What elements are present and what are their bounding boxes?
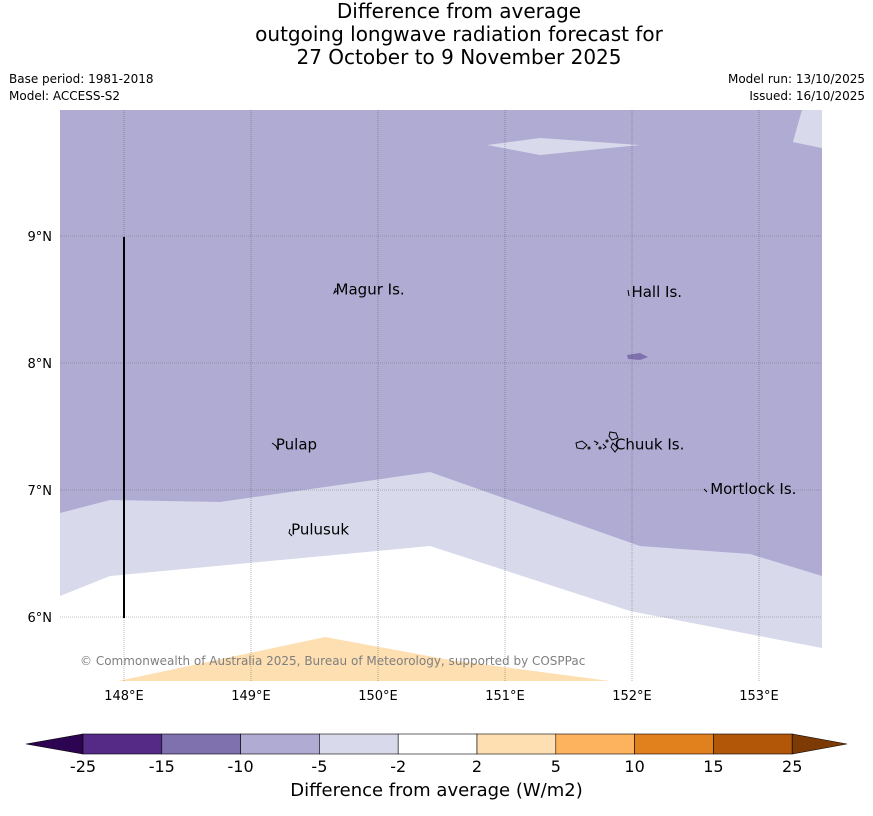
colorbar-block [634,733,714,755]
class-m5-m2-patch-north [487,138,640,155]
class-m10-m5-region [60,110,822,576]
graticule [60,110,822,681]
colorbar-label: Difference from average (W/m2) [290,780,583,801]
colorbar-tick-label: -25 [70,757,96,776]
colorbar-tick-label: 5 [551,757,561,776]
base-period: Base period: 1981-2018 [9,72,154,86]
lat-tick-label: 8°N [28,357,53,372]
place-label: Pulusuk [291,521,349,539]
title-line-1: Difference from average [336,0,582,23]
place-label: Mortlock Is. [710,480,796,498]
colorbar-block [555,733,635,755]
lat-tick-label: 6°N [28,611,53,626]
axis-labels: 148°E 149°E 150°E 151°E 152°E 153°E 9°N 8°N 7°N 6… [28,230,779,704]
lon-tick-label: 151°E [485,689,525,704]
colorbar-block [161,733,241,755]
map-plot-area [60,110,822,681]
colorbar-ticks: -25 -15 -10 -5 -2 2 5 10 15 25 [70,757,802,776]
colorbar-block [82,733,163,755]
lon-tick-label: 148°E [104,689,144,704]
lon-tick-label: 153°E [739,689,779,704]
island-magur-outline [332,287,339,295]
colorbar-block [397,733,478,755]
meta-left: Base period: 1981-2018 Model: ACCESS-S2 [9,71,154,105]
lat-tick-label: 7°N [28,484,53,499]
meta-right: Model run: 13/10/2025 Issued: 16/10/2025 [728,71,865,105]
place-labels: Magur Is. Hall Is. Pulap Chuuk Is. Mortlock … [276,281,797,539]
island-hall-outline [627,289,630,297]
island-pulap-outline [271,442,279,451]
colorbar-tick-label: -15 [149,757,175,776]
copyright-notice: © Commonwealth of Australia 2025, Bureau… [80,654,585,668]
place-label: Pulap [276,436,317,454]
colorbar-under-arrow [25,733,84,755]
colorbar-over-arrow [791,733,848,755]
colorbar-tick-label: 2 [472,757,482,776]
issued-date: Issued: 16/10/2025 [749,89,865,103]
colorbar-block [319,733,399,755]
map-title: Difference from average outgoing longwav… [0,0,873,69]
island-outlines [271,287,708,537]
island-mortlock-outline [703,488,708,493]
title-line-3: 27 October to 9 November 2025 [296,45,622,69]
class-2-5-region [118,637,610,681]
colorbar-tick-label: -10 [228,757,254,776]
title-line-2: outgoing longwave radiation forecast for [255,22,663,46]
place-label: Chuuk Is. [615,436,684,454]
island-chuuk-outline [575,431,619,453]
forecast-map: 148°E 149°E 150°E 151°E 152°E 153°E 9°N 8°N 7°N 6… [28,110,822,704]
colorbar-block [240,733,320,755]
lat-tick-label: 9°N [28,230,53,245]
lon-tick-label: 152°E [612,689,652,704]
colorbar-blocks [25,733,848,755]
colorbar-tick-label: 10 [624,757,644,776]
class-m5-m2-patch-northeast [793,110,822,148]
colorbar-tick-label: -5 [311,757,327,776]
model-run: Model run: 13/10/2025 [727,72,865,86]
place-label: Magur Is. [336,281,405,299]
colorbar-tick-label: 25 [782,757,802,776]
colorbar-block [713,733,793,755]
place-label: Hall Is. [631,283,682,301]
colorbar-tick-label: 15 [703,757,723,776]
colorbar-block [476,733,557,755]
model-name: Model: ACCESS-S2 [9,89,121,103]
lon-tick-label: 149°E [231,689,271,704]
lon-tick-label: 150°E [358,689,398,704]
colorbar-tick-label: -2 [390,757,406,776]
island-pulusuk-outline [288,528,293,537]
